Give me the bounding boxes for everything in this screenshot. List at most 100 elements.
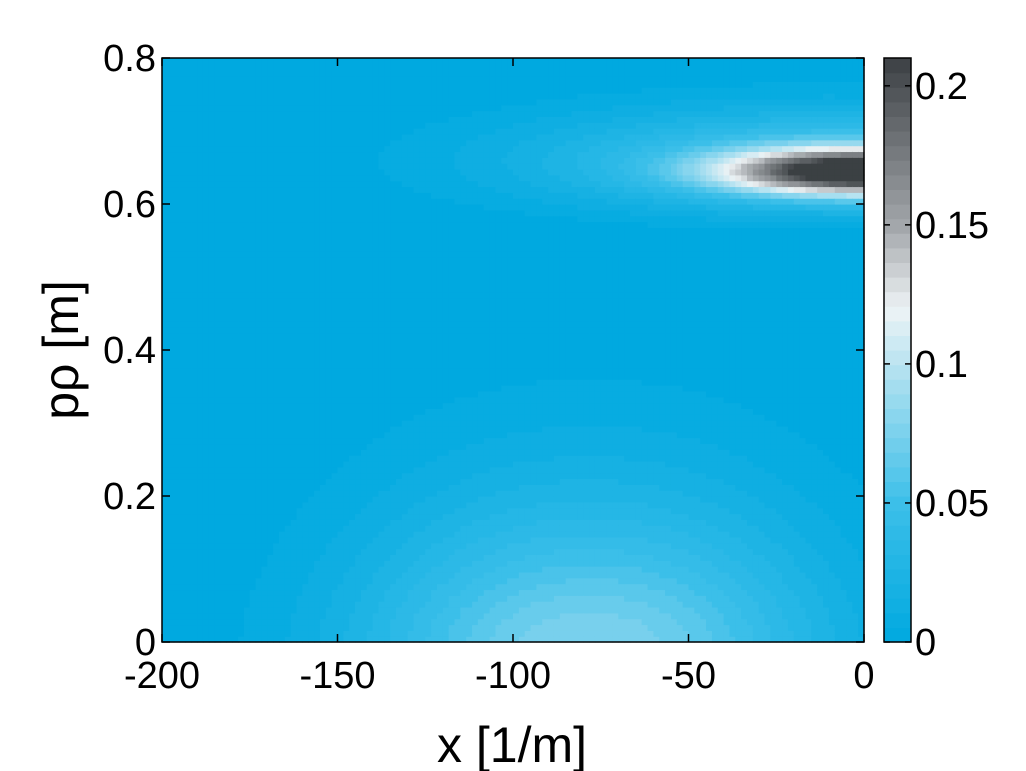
heatmap-cell <box>448 525 456 532</box>
heatmap-cell <box>243 519 251 526</box>
heatmap-cell <box>442 180 450 188</box>
heatmap-cell <box>273 192 280 199</box>
heatmap-cell <box>384 163 391 170</box>
heatmap-cell <box>191 630 198 637</box>
heatmap-cell <box>179 268 186 275</box>
heatmap-cell <box>273 250 280 258</box>
heatmap-cell <box>185 513 192 520</box>
heatmap-cell <box>261 466 268 474</box>
heatmap-cell <box>267 589 274 596</box>
heatmap-cell <box>396 449 403 456</box>
heatmap-cell <box>337 168 344 176</box>
heatmap-cell <box>436 192 444 199</box>
heatmap-cell <box>419 274 426 281</box>
heatmap-cell <box>319 303 327 310</box>
heatmap-cell <box>273 577 280 585</box>
heatmap-cell <box>325 186 333 193</box>
heatmap-cell <box>325 466 333 474</box>
heatmap-cell <box>431 420 438 427</box>
heatmap-cell <box>384 285 391 293</box>
heatmap-cell <box>413 606 420 614</box>
heatmap-cell <box>425 408 432 415</box>
heatmap-cell <box>349 507 356 515</box>
heatmap-cell <box>325 110 333 117</box>
heatmap-cell <box>337 98 344 106</box>
heatmap-cell <box>401 460 409 468</box>
heatmap-cell <box>390 174 397 182</box>
heatmap-cell <box>442 233 450 240</box>
heatmap-cell <box>372 268 380 275</box>
heatmap-cell <box>302 151 309 158</box>
heatmap-cell <box>314 221 321 228</box>
heatmap-cell <box>167 128 175 135</box>
heatmap-cell <box>302 163 309 170</box>
heatmap-cell <box>302 69 309 77</box>
heatmap-cell <box>431 209 438 217</box>
heatmap-cell <box>325 174 333 182</box>
heatmap-cell <box>202 595 210 602</box>
heatmap-cell <box>442 577 450 585</box>
heatmap-cell <box>360 460 368 468</box>
heatmap-cell <box>261 198 268 205</box>
heatmap-cell <box>355 279 362 287</box>
heatmap-cell <box>284 215 292 223</box>
heatmap-cell <box>390 239 397 246</box>
heatmap-cell <box>390 408 397 415</box>
heatmap-cell <box>220 571 227 579</box>
heatmap-cell <box>267 344 274 351</box>
heatmap-cell <box>448 571 456 579</box>
heatmap-cell <box>238 209 245 217</box>
heatmap-cell <box>185 58 192 65</box>
heatmap-cell <box>308 58 315 65</box>
heatmap-cell <box>255 630 263 637</box>
heatmap-cell <box>279 601 286 608</box>
heatmap-cell <box>214 630 222 637</box>
heatmap-cell <box>372 449 380 456</box>
heatmap-cell <box>261 554 268 561</box>
heatmap-cell <box>325 250 333 258</box>
heatmap-cell <box>407 215 415 223</box>
heatmap-cell <box>325 420 333 427</box>
heatmap-cell <box>378 256 385 263</box>
heatmap-cell <box>238 390 245 398</box>
heatmap-cell <box>273 262 280 269</box>
heatmap-cell <box>162 577 169 585</box>
heatmap-cell <box>308 174 315 182</box>
heatmap-cell <box>378 344 385 351</box>
heatmap-cell <box>325 355 333 363</box>
heatmap-cell <box>202 256 210 263</box>
heatmap-cell <box>413 262 420 269</box>
heatmap-cell <box>314 373 321 380</box>
heatmap-cell <box>267 279 274 287</box>
heatmap-cell <box>232 227 239 234</box>
heatmap-cell <box>308 168 315 176</box>
heatmap-cell <box>273 367 280 374</box>
heatmap-cell <box>319 309 327 316</box>
heatmap-cell <box>296 303 303 310</box>
heatmap-cell <box>191 449 198 456</box>
heatmap-cell <box>290 472 298 480</box>
heatmap-cell <box>431 396 438 404</box>
heatmap-cell <box>302 536 309 544</box>
heatmap-cell <box>349 350 356 357</box>
heatmap-cell <box>425 116 432 123</box>
heatmap-cell <box>279 163 286 170</box>
heatmap-cell <box>314 367 321 374</box>
heatmap-cell <box>162 466 169 474</box>
heatmap-cell <box>290 525 298 532</box>
heatmap-cell <box>214 314 222 322</box>
heatmap-cell <box>378 204 385 211</box>
heatmap-cell <box>220 116 227 123</box>
heatmap-cell <box>319 244 327 252</box>
heatmap-cell <box>267 449 274 456</box>
heatmap-cell <box>261 98 268 106</box>
heatmap-cell <box>401 437 409 445</box>
heatmap-cell <box>366 198 374 205</box>
heatmap-cell <box>284 139 292 147</box>
heatmap-cell <box>243 332 251 339</box>
heatmap-cell <box>413 612 420 620</box>
heatmap-cell <box>296 443 303 450</box>
heatmap-cell <box>226 87 233 94</box>
heatmap-cell <box>436 239 444 246</box>
heatmap-cell <box>419 268 426 275</box>
